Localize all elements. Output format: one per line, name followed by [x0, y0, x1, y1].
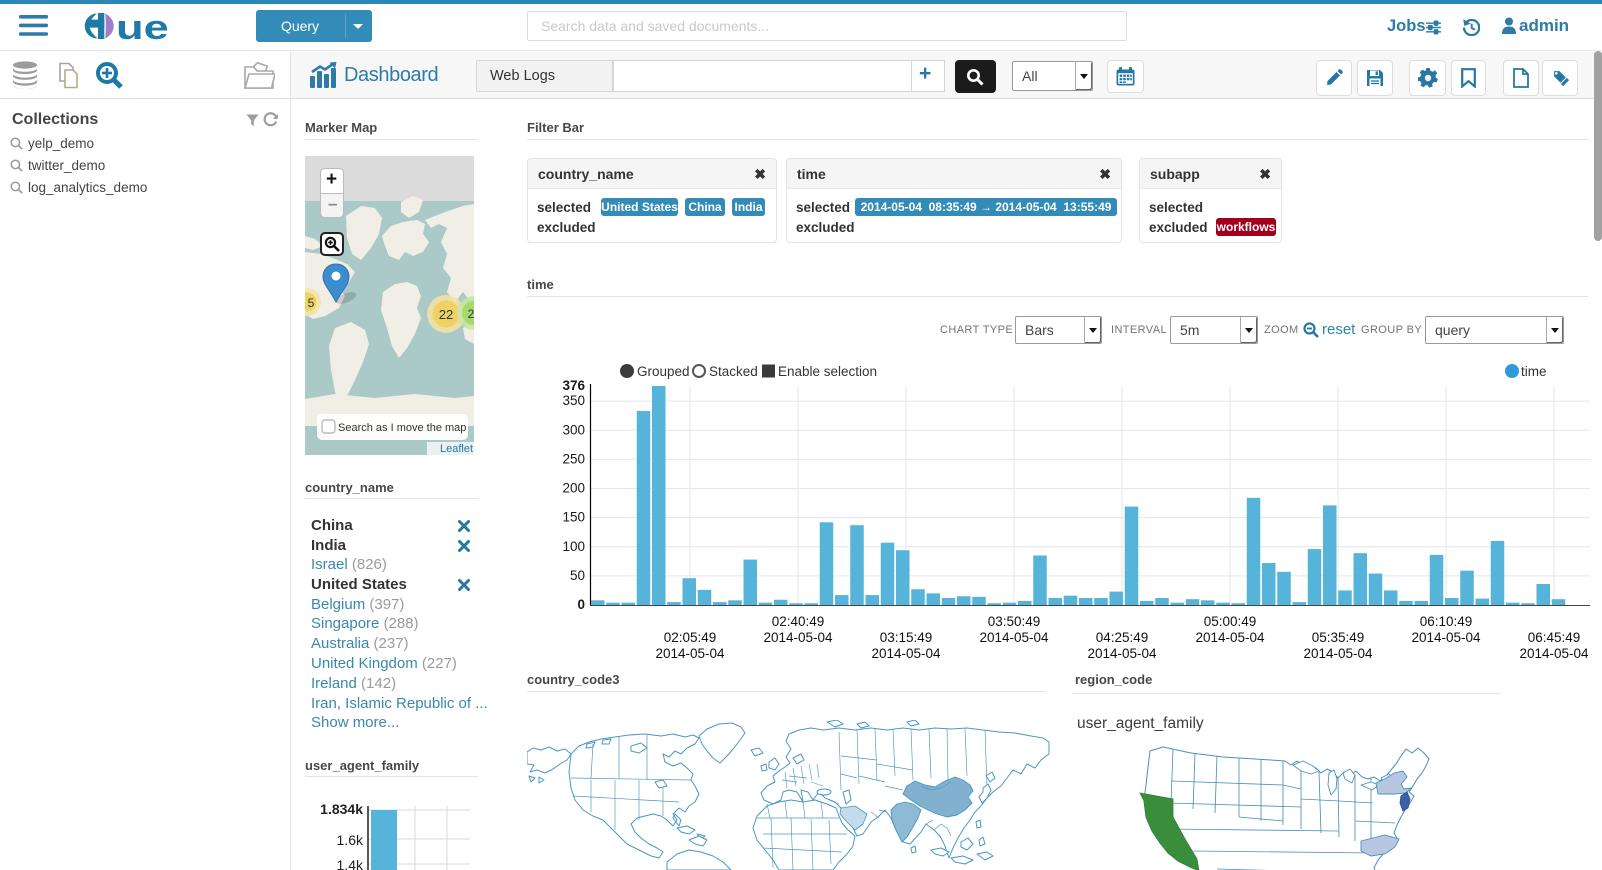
- svg-text:150: 150: [562, 510, 585, 525]
- svg-text:Search as I move the map: Search as I move the map: [338, 422, 466, 434]
- svg-text:2014-05-04: 2014-05-04: [1195, 630, 1265, 645]
- svg-text:250: 250: [562, 451, 585, 466]
- svg-text:2: 2: [468, 307, 474, 321]
- svg-text:300: 300: [562, 422, 585, 437]
- svg-text:05:00:49: 05:00:49: [1204, 614, 1257, 629]
- svg-text:376: 376: [562, 378, 585, 393]
- svg-text:02:05:49: 02:05:49: [664, 630, 717, 645]
- svg-text:200: 200: [562, 481, 585, 496]
- svg-text:0: 0: [577, 597, 585, 612]
- svg-text:time: time: [1521, 364, 1547, 379]
- svg-text:2014-05-04: 2014-05-04: [1519, 646, 1589, 661]
- svg-text:2014-05-04: 2014-05-04: [1303, 646, 1373, 661]
- svg-text:Grouped: Grouped: [637, 364, 690, 379]
- svg-text:100: 100: [562, 539, 585, 554]
- svg-text:350: 350: [562, 393, 585, 408]
- svg-text:04:25:49: 04:25:49: [1096, 630, 1149, 645]
- svg-text:22: 22: [439, 307, 453, 322]
- svg-text:03:50:49: 03:50:49: [988, 614, 1041, 629]
- svg-text:03:15:49: 03:15:49: [880, 630, 933, 645]
- svg-text:Enable selection: Enable selection: [778, 364, 877, 379]
- svg-text:5: 5: [308, 296, 315, 310]
- svg-text:2014-05-04: 2014-05-04: [1411, 630, 1481, 645]
- svg-text:2014-05-04: 2014-05-04: [979, 630, 1049, 645]
- svg-text:2014-05-04: 2014-05-04: [871, 646, 941, 661]
- svg-text:2014-05-04: 2014-05-04: [763, 630, 833, 645]
- svg-text:Leaflet: Leaflet: [440, 443, 473, 455]
- svg-text:05:35:49: 05:35:49: [1312, 630, 1365, 645]
- svg-text:50: 50: [570, 568, 585, 583]
- svg-text:2014-05-04: 2014-05-04: [655, 646, 725, 661]
- svg-text:Stacked: Stacked: [709, 364, 758, 379]
- svg-text:2014-05-04: 2014-05-04: [1087, 646, 1157, 661]
- svg-text:02:40:49: 02:40:49: [772, 614, 825, 629]
- svg-text:06:10:49: 06:10:49: [1420, 614, 1473, 629]
- svg-text:ue: ue: [116, 9, 169, 44]
- svg-text:06:45:49: 06:45:49: [1528, 630, 1581, 645]
